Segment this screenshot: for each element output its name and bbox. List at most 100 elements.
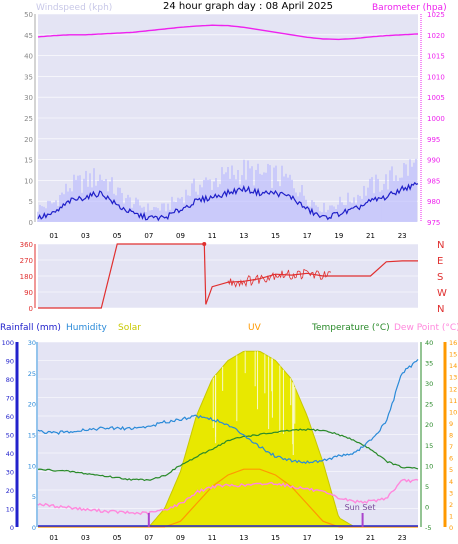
barometer-tick: 990 <box>427 157 440 165</box>
wind-x-tick: 07 <box>144 232 153 240</box>
dew-point-tick: 0 <box>449 524 453 532</box>
compass-label: N <box>437 304 444 315</box>
bottom-x-tick: 21 <box>366 534 375 542</box>
direction-tick: 180 <box>20 273 33 281</box>
wind-left-tick: 30 <box>24 94 33 102</box>
dew-point-tick: 10 <box>449 408 457 416</box>
dew-point-tick: 5 <box>449 466 453 474</box>
humidity-tick: 15 <box>28 432 36 440</box>
direction-marker <box>202 242 207 246</box>
direction-tick: 90 <box>24 289 33 297</box>
barometer-tick: 980 <box>427 198 440 206</box>
rain-tick: 90 <box>6 358 14 366</box>
dew-point-tick: 9 <box>449 420 453 428</box>
barometer-tick: 1025 <box>427 11 445 19</box>
wind-x-tick: 09 <box>176 232 185 240</box>
bottom-x-tick: 23 <box>398 534 407 542</box>
bottom-x-tick: 05 <box>113 534 122 542</box>
bottom-legend-item: Temperature (°C) <box>311 323 390 333</box>
bottom-x-tick: 17 <box>303 534 312 542</box>
uv-line <box>38 468 418 528</box>
wind-x-tick: 13 <box>239 232 248 240</box>
humidity-tick: 20 <box>28 401 36 409</box>
barometer-tick: 1000 <box>427 115 445 123</box>
bottom-legend-item: UV <box>248 323 262 333</box>
temperature-tick: 25 <box>425 401 433 409</box>
bottom-x-tick: 03 <box>81 534 90 542</box>
wind-x-tick: 19 <box>334 232 343 240</box>
humidity-tick: 0 <box>32 524 36 532</box>
dew-point-tick: 15 <box>449 351 457 359</box>
wind-x-tick: 23 <box>398 232 407 240</box>
wind-left-tick: 5 <box>29 198 33 206</box>
temperature-tick: 40 <box>425 339 433 347</box>
dew-point-tick: 3 <box>449 489 453 497</box>
wind-left-tick: 35 <box>24 73 33 81</box>
rain-tick: 60 <box>6 413 14 421</box>
rain-tick: 20 <box>6 487 14 495</box>
wind-x-tick: 11 <box>208 232 217 240</box>
wind-x-tick: 03 <box>81 232 90 240</box>
direction-tick: 360 <box>20 241 33 249</box>
dew-point-tick: 13 <box>449 374 457 382</box>
chart-title: 24 hour graph day : 08 April 2025 <box>163 1 333 12</box>
wind-x-tick: 05 <box>113 232 122 240</box>
barometer-tick: 985 <box>427 177 440 185</box>
wind-x-tick: 15 <box>271 232 280 240</box>
rain-tick: 10 <box>6 506 14 514</box>
temperature-tick: 10 <box>425 462 433 470</box>
bottom-x-tick: 19 <box>334 534 343 542</box>
dew-point-tick: 7 <box>449 443 453 451</box>
windspeed-line <box>37 181 419 222</box>
rain-tick: 70 <box>6 395 14 403</box>
bottom-x-tick: 07 <box>144 534 153 542</box>
wind-left-tick: 50 <box>24 11 33 19</box>
rain-tick: 80 <box>6 376 14 384</box>
wind-x-tick: 01 <box>49 232 58 240</box>
dew-point-tick: 12 <box>449 385 457 393</box>
bottom-legend-item: Rainfall (mm) <box>0 323 61 333</box>
bottom-x-tick: 13 <box>239 534 248 542</box>
dew-point-tick: 14 <box>449 362 457 370</box>
barometer-tick: 1005 <box>427 94 445 102</box>
humidity-tick: 30 <box>28 339 36 347</box>
dew-point-tick: 6 <box>449 455 453 463</box>
bottom-x-tick: 15 <box>271 534 280 542</box>
humidity-tick: 25 <box>28 370 36 378</box>
temperature-tick: 5 <box>425 483 429 491</box>
compass-label: N <box>437 240 444 251</box>
barometer-label: Barometer (hpa) <box>372 3 447 13</box>
rain-tick: 50 <box>6 432 14 440</box>
wind-left-tick: 10 <box>24 177 33 185</box>
humidity-tick: 5 <box>32 493 36 501</box>
temperature-line <box>37 428 419 482</box>
wind-left-tick: 40 <box>24 53 33 61</box>
direction-tick: 270 <box>20 257 33 265</box>
bottom-x-tick: 11 <box>208 534 217 542</box>
temperature-tick: 20 <box>425 421 433 429</box>
bottom-x-tick: 09 <box>176 534 185 542</box>
compass-label: W <box>437 288 447 299</box>
wind-x-tick: 21 <box>366 232 375 240</box>
barometer-tick: 1010 <box>427 73 445 81</box>
bottom-legend-item: Solar <box>118 323 141 333</box>
barometer-tick: 1020 <box>427 32 445 40</box>
bottom-x-tick: 01 <box>49 534 58 542</box>
direction-tick: 0 <box>29 305 33 313</box>
direction-line <box>38 243 418 309</box>
temperature-tick: 15 <box>425 442 433 450</box>
wind-left-tick: 15 <box>24 157 33 165</box>
temperature-tick: -5 <box>425 524 431 532</box>
dew-point-line <box>37 478 419 516</box>
sun-set-label: Sun Set <box>345 503 376 512</box>
temperature-tick: 0 <box>425 503 429 511</box>
temperature-tick: 35 <box>425 360 433 368</box>
temperature-tick: 30 <box>425 380 433 388</box>
barometer-tick: 995 <box>427 136 440 144</box>
wind-left-tick: 25 <box>24 115 33 123</box>
dew-point-tick: 4 <box>449 478 453 486</box>
humidity-tick: 10 <box>28 462 36 470</box>
barometer-tick: 975 <box>427 219 440 227</box>
